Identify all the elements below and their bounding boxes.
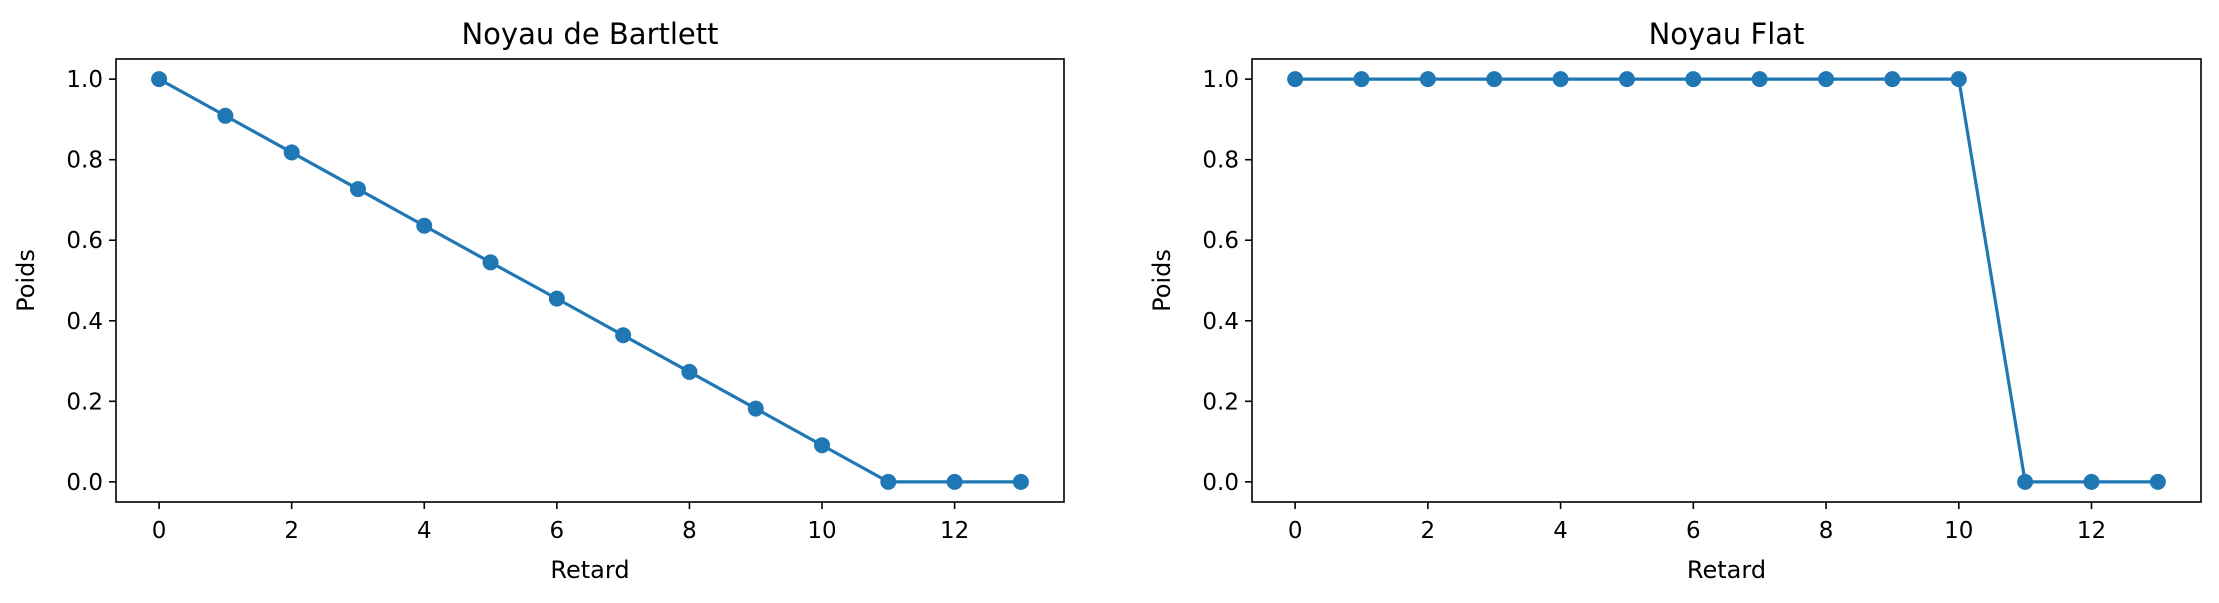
data-point xyxy=(548,290,565,307)
y-tick-label: 1.0 xyxy=(66,67,103,93)
data-point xyxy=(747,400,764,417)
data-point xyxy=(217,107,234,124)
axis-ticks: 0 2 4 6 8 10 12 0.0 0.2 0.4 0.6 0.8 1.0 xyxy=(1202,67,2106,544)
data-point xyxy=(2083,473,2100,490)
data-point xyxy=(1950,71,1967,88)
data-point xyxy=(1884,71,1901,88)
y-axis-label: Poids xyxy=(12,249,40,312)
x-tick-label: 10 xyxy=(1944,518,1973,544)
data-point xyxy=(681,363,698,380)
x-tick-label: 4 xyxy=(417,518,432,544)
data-point xyxy=(1751,71,1768,88)
data-point xyxy=(283,144,300,161)
data-point xyxy=(1618,71,1635,88)
y-tick-label: 1.0 xyxy=(1202,67,1239,93)
data-point xyxy=(2149,473,2166,490)
y-tick-label: 0.2 xyxy=(66,389,103,415)
x-tick-label: 8 xyxy=(1819,518,1834,544)
x-tick-label: 6 xyxy=(550,518,565,544)
data-point xyxy=(1552,71,1569,88)
data-series xyxy=(151,71,1029,490)
x-tick-label: 8 xyxy=(682,518,697,544)
data-point xyxy=(2017,473,2034,490)
y-tick-label: 0.6 xyxy=(1202,228,1239,254)
x-tick-label: 0 xyxy=(152,518,167,544)
x-tick-label: 12 xyxy=(940,518,969,544)
y-tick-label: 0.6 xyxy=(66,228,103,254)
y-tick-label: 0.8 xyxy=(66,148,103,174)
x-tick-label: 0 xyxy=(1288,518,1303,544)
axis-ticks: 0 2 4 6 8 10 12 0.0 0.2 0.4 0.6 0.8 1.0 xyxy=(66,67,969,544)
plot-frame xyxy=(1251,58,2202,503)
x-axis-label: Retard xyxy=(1687,556,1766,584)
data-point xyxy=(1353,71,1370,88)
data-point xyxy=(1818,71,1835,88)
x-tick-label: 4 xyxy=(1553,518,1568,544)
data-point xyxy=(1419,71,1436,88)
data-point xyxy=(615,327,632,344)
y-tick-label: 0.4 xyxy=(66,309,103,335)
x-tick-label: 6 xyxy=(1686,518,1701,544)
x-tick-label: 2 xyxy=(1421,518,1436,544)
y-tick-label: 0.0 xyxy=(1202,470,1239,496)
data-point xyxy=(416,217,433,234)
data-point xyxy=(482,254,499,271)
series-line xyxy=(1295,77,2158,484)
x-tick-label: 2 xyxy=(284,518,299,544)
data-point xyxy=(880,473,897,490)
data-point xyxy=(1685,71,1702,88)
chart-title: Noyau de Bartlett xyxy=(461,17,718,51)
y-tick-label: 0.2 xyxy=(1202,389,1239,415)
y-tick-label: 0.0 xyxy=(66,470,103,496)
data-point xyxy=(1287,71,1304,88)
data-point xyxy=(814,437,831,454)
chart-title: Noyau Flat xyxy=(1649,17,1805,51)
data-point xyxy=(1486,71,1503,88)
x-tick-label: 12 xyxy=(2077,518,2106,544)
data-point xyxy=(946,473,963,490)
data-point xyxy=(151,71,168,88)
series-line xyxy=(158,77,1021,484)
x-axis-label: Retard xyxy=(550,556,629,584)
y-axis-label: Poids xyxy=(1148,249,1176,312)
data-series xyxy=(1287,71,2166,490)
plot-frame xyxy=(115,58,1065,503)
y-tick-label: 0.4 xyxy=(1202,309,1239,335)
data-point xyxy=(349,181,366,198)
chart-panel-bartlett: Noyau de Bartlett Retard Poids 0 2 4 6 8 10 12… xyxy=(12,17,1065,584)
chart-panel-flat: Noyau Flat Retard Poids 0 2 4 6 8 10 120.00.20… xyxy=(1148,17,2202,584)
data-point xyxy=(1012,473,1029,490)
y-tick-label: 0.8 xyxy=(1202,148,1239,174)
x-tick-label: 10 xyxy=(807,518,836,544)
